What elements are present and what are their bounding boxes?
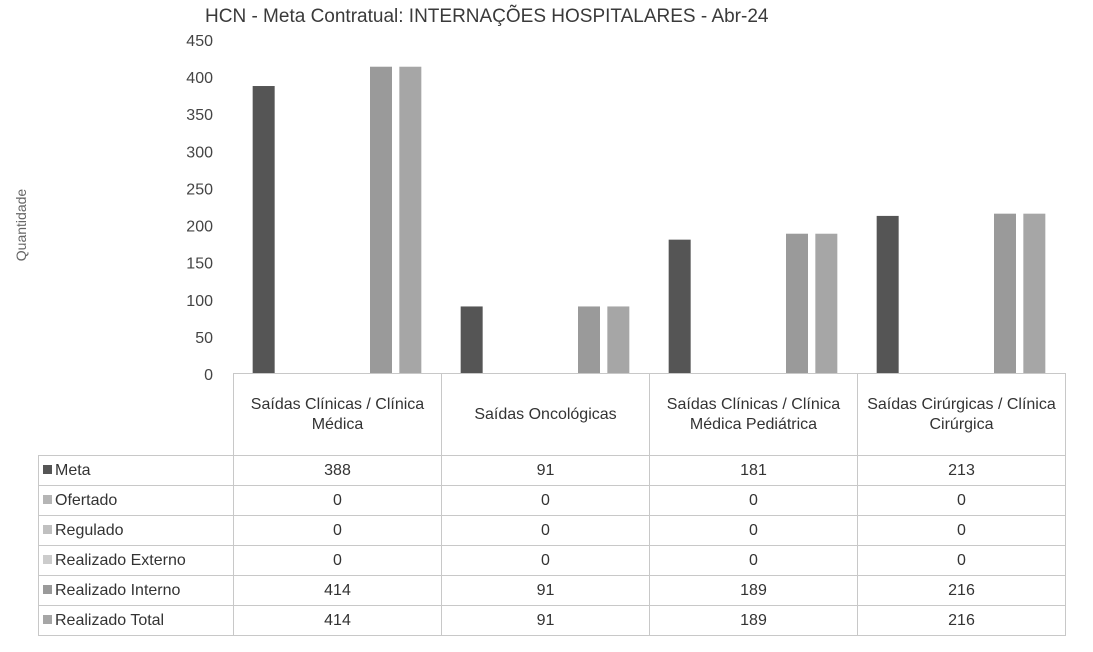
series-label-cell: Meta xyxy=(38,455,234,486)
bar-realizado-interno xyxy=(786,233,808,374)
category-label: Saídas Clínicas / Clínica Médica Pediátr… xyxy=(649,373,858,456)
series-label-cell: Realizado Externo xyxy=(38,545,234,576)
data-label: 0 xyxy=(441,515,650,546)
table-row: Ofertado 0 0 0 0 xyxy=(38,485,1066,516)
y-tick-label: 250 xyxy=(186,181,213,198)
data-label: 414 xyxy=(233,605,442,636)
series-label-cell: Ofertado xyxy=(38,485,234,516)
y-tick-label: 450 xyxy=(186,33,213,50)
bar-meta xyxy=(876,215,899,374)
data-label: 0 xyxy=(649,515,858,546)
y-tick-label: 50 xyxy=(195,330,213,347)
bar-meta xyxy=(252,86,275,375)
table-row: Regulado 0 0 0 0 xyxy=(38,515,1066,546)
legend-swatch-icon xyxy=(43,464,52,474)
data-label: 0 xyxy=(233,545,442,576)
data-label: 216 xyxy=(857,605,1066,636)
data-label: 189 xyxy=(649,605,858,636)
table-row: Realizado Total 414 91 189 216 xyxy=(38,605,1066,636)
table-row: Realizado Externo 0 0 0 0 xyxy=(38,545,1066,576)
bar-realizado-interno xyxy=(994,213,1016,374)
y-tick-label: 350 xyxy=(186,107,213,124)
bar-realizado-total xyxy=(607,306,630,374)
bar-realizado-total xyxy=(1023,213,1046,374)
y-tick-label: 200 xyxy=(186,219,213,236)
legend-swatch-icon xyxy=(43,494,52,504)
bars-group xyxy=(252,66,1046,375)
data-label: 0 xyxy=(233,485,442,516)
legend-swatch-icon xyxy=(43,584,52,594)
data-label: 0 xyxy=(857,545,1066,576)
series-name: Meta xyxy=(55,461,91,479)
series-name: Realizado Externo xyxy=(55,551,186,569)
bar-realizado-total xyxy=(399,66,422,374)
y-tick-label: 400 xyxy=(186,70,213,87)
data-label: 91 xyxy=(441,455,650,486)
data-label: 0 xyxy=(857,485,1066,516)
category-label: Saídas Cirúrgicas / Clínica Cirúrgica xyxy=(857,373,1066,456)
chart-title: HCN - Meta Contratual: INTERNAÇÕES HOSPI… xyxy=(205,6,769,27)
data-label: 213 xyxy=(857,455,1066,486)
data-label: 91 xyxy=(441,575,650,606)
bar-meta xyxy=(668,239,691,374)
category-label: Saídas Oncológicas xyxy=(441,373,650,456)
data-label: 181 xyxy=(649,455,858,486)
y-tick-label: 300 xyxy=(186,144,213,161)
bar-realizado-interno xyxy=(578,306,600,374)
data-label: 0 xyxy=(649,485,858,516)
legend-swatch-icon xyxy=(43,524,52,534)
legend-swatch-icon xyxy=(43,554,52,564)
series-label-cell: Regulado xyxy=(38,515,234,546)
data-label: 0 xyxy=(233,515,442,546)
bar-realizado-interno xyxy=(370,66,392,374)
series-label-cell: Realizado Total xyxy=(38,605,234,636)
bar-realizado-total xyxy=(815,233,838,374)
series-name: Realizado Interno xyxy=(55,581,181,599)
data-label: 414 xyxy=(233,575,442,606)
category-label: Saídas Clínicas / Clínica Médica xyxy=(233,373,442,456)
data-label: 0 xyxy=(649,545,858,576)
series-name: Realizado Total xyxy=(55,611,165,629)
data-label: 0 xyxy=(857,515,1066,546)
table-row: Realizado Interno 414 91 189 216 xyxy=(38,575,1066,606)
bar-meta xyxy=(460,306,483,374)
y-tick-label: 150 xyxy=(186,256,213,273)
table-row: Meta 388 91 181 213 xyxy=(38,455,1066,486)
y-tick-label: 100 xyxy=(186,293,213,310)
data-label: 0 xyxy=(441,485,650,516)
series-name: Regulado xyxy=(55,521,124,539)
data-table: Saídas Clínicas / Clínica Médica Saídas O… xyxy=(38,373,1066,636)
table-header-row: Saídas Clínicas / Clínica Médica Saídas O… xyxy=(38,373,1066,456)
data-label: 216 xyxy=(857,575,1066,606)
data-label: 189 xyxy=(649,575,858,606)
data-label: 91 xyxy=(441,605,650,636)
data-label: 388 xyxy=(233,455,442,486)
legend-swatch-icon xyxy=(43,614,52,624)
series-label-cell: Realizado Interno xyxy=(38,575,234,606)
data-label: 0 xyxy=(441,545,650,576)
series-name: Ofertado xyxy=(55,491,118,509)
table-corner xyxy=(38,373,234,456)
